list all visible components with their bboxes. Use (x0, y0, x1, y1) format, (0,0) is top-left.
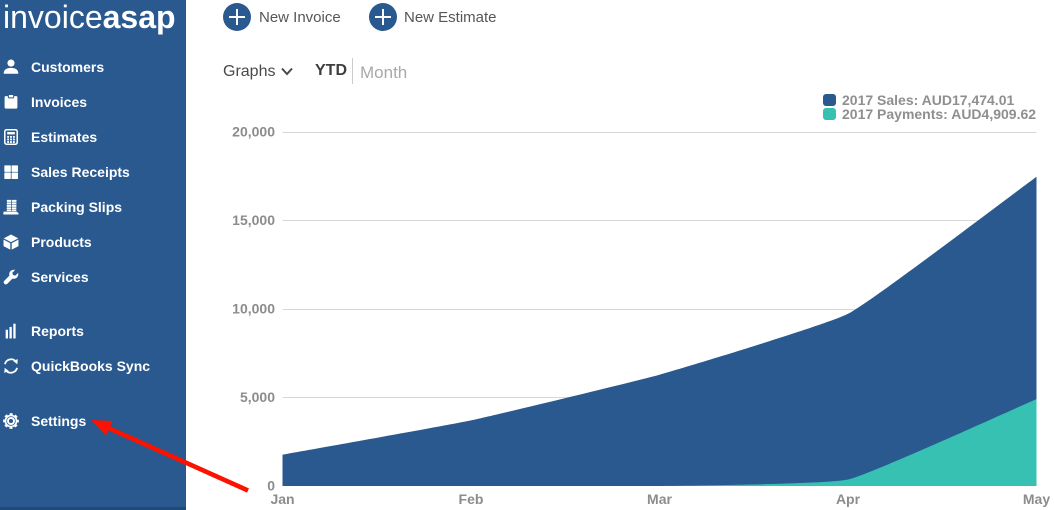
svg-text:May: May (1023, 491, 1050, 507)
svg-text:0: 0 (267, 478, 275, 494)
svg-text:15,000: 15,000 (232, 212, 275, 228)
svg-text:Feb: Feb (459, 491, 484, 507)
svg-text:Jan: Jan (270, 491, 294, 507)
svg-text:10,000: 10,000 (232, 301, 275, 317)
svg-text:5,000: 5,000 (240, 389, 275, 405)
svg-text:Mar: Mar (647, 491, 672, 507)
svg-text:20,000: 20,000 (232, 124, 275, 140)
svg-text:Apr: Apr (836, 491, 861, 507)
